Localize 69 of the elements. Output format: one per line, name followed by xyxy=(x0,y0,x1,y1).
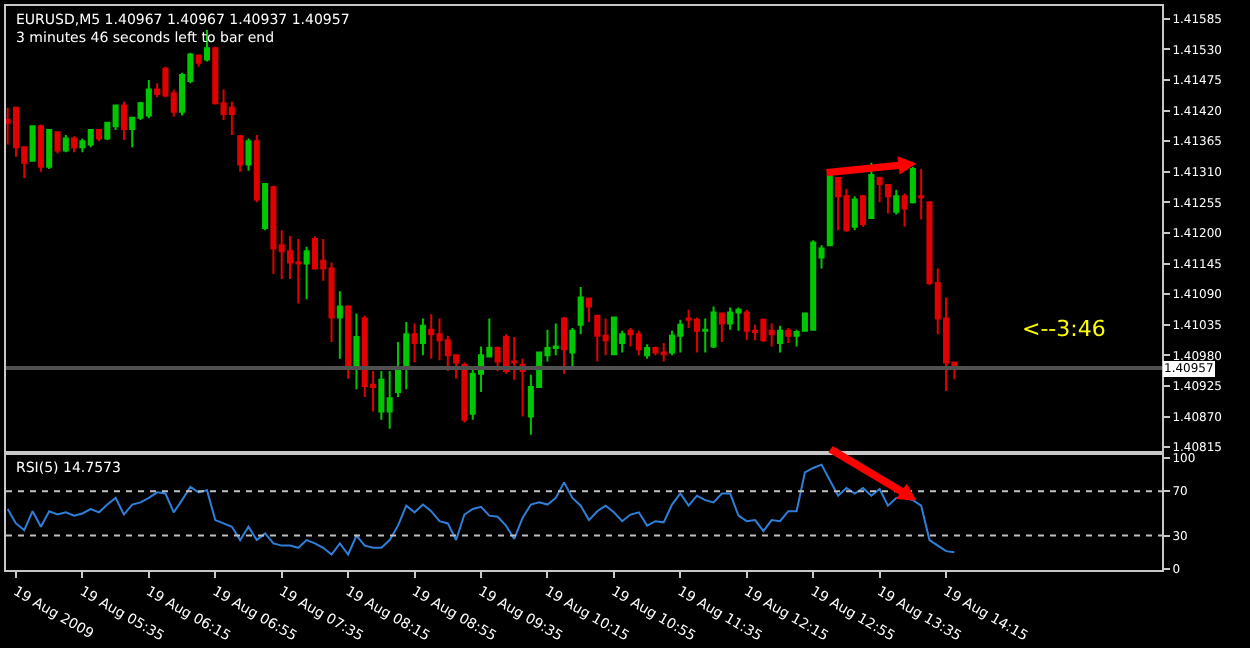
candlestick xyxy=(785,327,792,345)
candlestick xyxy=(635,329,642,357)
candlestick xyxy=(345,304,352,380)
candlestick xyxy=(145,78,152,120)
candlestick xyxy=(112,103,119,132)
candlestick xyxy=(768,322,775,348)
candlestick xyxy=(851,195,858,232)
candlestick xyxy=(610,315,617,357)
candlestick xyxy=(826,171,833,247)
candlestick xyxy=(411,322,418,364)
candlestick xyxy=(835,176,842,232)
candlestick xyxy=(237,134,244,173)
candlestick xyxy=(403,320,410,391)
candlestick xyxy=(918,167,925,221)
candlestick xyxy=(810,239,817,331)
candlestick xyxy=(735,306,742,332)
candlestick xyxy=(644,343,651,360)
candlestick xyxy=(594,314,601,363)
candlestick xyxy=(62,134,69,154)
candlestick xyxy=(95,127,103,143)
candlestick xyxy=(727,306,734,331)
candlestick xyxy=(893,189,900,216)
candlestick xyxy=(29,125,36,162)
candlestick xyxy=(353,312,360,391)
candlestick xyxy=(901,192,908,228)
candlestick xyxy=(868,161,875,219)
candlestick xyxy=(860,194,867,228)
candlestick xyxy=(253,134,260,204)
candlestick xyxy=(884,183,891,215)
candlestick xyxy=(569,327,576,369)
candlestick xyxy=(46,127,53,170)
candlestick xyxy=(552,322,559,357)
line-series xyxy=(6,463,956,556)
candlestick xyxy=(79,137,86,154)
candlestick xyxy=(710,305,717,350)
candlestick xyxy=(776,324,784,354)
candlestick xyxy=(270,184,277,276)
candlestick xyxy=(195,53,202,68)
candlestick xyxy=(660,342,667,363)
candlestick xyxy=(760,317,767,343)
candlestick xyxy=(561,315,568,375)
candlestick xyxy=(693,316,700,354)
candlestick xyxy=(71,135,78,154)
candlestick xyxy=(677,318,684,354)
candlestick xyxy=(303,245,310,301)
candlestick xyxy=(602,317,609,357)
candlestick xyxy=(87,127,94,149)
candlestick xyxy=(37,123,44,173)
candlestick xyxy=(120,100,127,142)
candlestick xyxy=(743,308,750,342)
candlestick xyxy=(262,181,269,232)
candlestick xyxy=(245,137,252,172)
candlestick xyxy=(461,361,468,424)
candlestick xyxy=(394,340,402,399)
candlestick xyxy=(909,165,916,205)
candlestick xyxy=(652,345,659,357)
candlestick xyxy=(295,238,302,305)
candlestick xyxy=(336,290,343,360)
candlestick xyxy=(419,317,426,357)
candlestick xyxy=(585,296,593,323)
annotation: <--3:46 xyxy=(1022,316,1106,342)
candlestick xyxy=(511,335,518,381)
candlestick xyxy=(577,285,584,336)
candlestick xyxy=(386,369,393,430)
candlestick xyxy=(428,313,435,360)
candlestick xyxy=(54,131,61,155)
candlestick xyxy=(627,327,634,348)
candlestick xyxy=(378,369,385,421)
candlestick xyxy=(718,312,725,343)
